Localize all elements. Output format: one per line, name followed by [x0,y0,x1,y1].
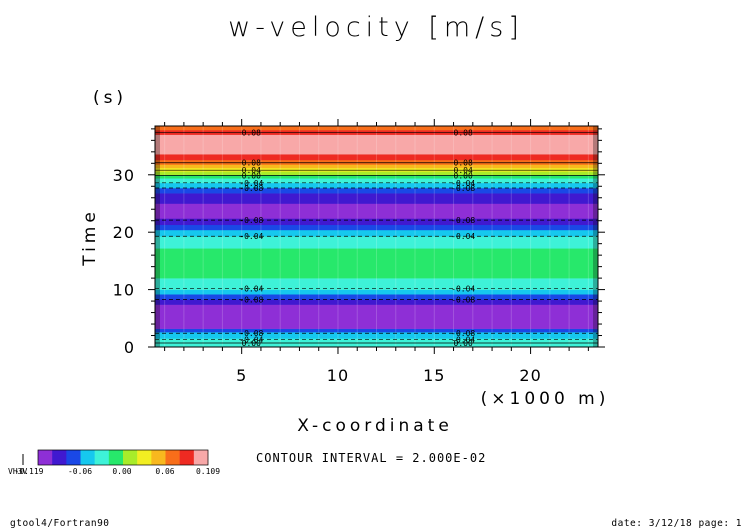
footer-right: date: 3/12/18 page: 1 [611,518,742,529]
y-axis-ticks: 0 10 20 30 [113,128,605,357]
contour-label: -0.08 [239,184,263,193]
contour-band [155,299,598,305]
colorbar-stray-text: VH3V [8,467,27,476]
contour-band [155,171,598,176]
contour-band [155,332,598,339]
contour-band [155,134,598,155]
contour-label: -0.08 [451,184,475,193]
x-tick-label: 5 [236,366,247,385]
contour-band [155,304,598,329]
colorbar-cell [80,450,95,465]
x-tick-label: 15 [423,366,445,385]
colorbar-label: 0.109 [196,467,220,476]
colorbar-label: 0.00 [112,467,131,476]
contour-band [155,218,598,226]
contour-band [155,154,598,161]
colorbar-cell [66,450,81,465]
colorbar-label: -0.06 [68,467,92,476]
y-tick-label: 10 [113,281,135,300]
x-tick-label: 10 [327,366,349,385]
colorbar-cell [38,450,53,465]
colorbar-frame [37,449,209,466]
contour-label: 0.08 [242,128,261,137]
colorbar-cell [108,450,124,465]
contour-label: 0.04 [242,166,261,175]
contour-band [155,289,598,295]
contour-band [155,328,598,333]
x-axis-ticks: 5 10 15 20 [164,119,589,385]
contour-label: 0.00 [454,171,473,180]
contour-label: -0.04 [239,284,263,293]
y-tick-label: 0 [124,338,135,357]
colorbar-label: 0.06 [155,467,174,476]
x-axis-unit: (×1000 m) [481,389,610,409]
contour-label: -0.08 [451,216,475,225]
y-axis-unit: (s) [93,88,127,108]
contour-label: -0.04 [239,179,263,188]
contour-band [155,174,598,179]
contour-label: -0.08 [451,329,475,338]
contour-label: 0.00 [454,339,473,348]
contour-label: -0.08 [239,295,263,304]
contour-label: -0.04 [451,232,475,241]
contour-band [155,248,598,279]
contour-label: 0.00 [242,339,261,348]
contour-label: 0.08 [454,128,473,137]
contour-label: -0.04 [451,284,475,293]
colorbar: -0.119 -0.06 0.00 0.06 0.109 [15,449,220,476]
chart-title: w-velocity [m/s] [228,12,524,43]
contour-band [155,182,598,189]
contour-label: 0.00 [242,171,261,180]
y-tick-label: 30 [113,166,135,185]
colorbar-cell [179,450,195,465]
colorbar-cell [94,450,110,465]
contour-label: -0.04 [239,336,263,345]
contour-label: 0.08 [454,159,473,168]
footer-left: gtool4/Fortran90 [10,518,110,529]
x-tick-label: 20 [519,366,541,385]
colorbar-cell [123,450,138,465]
contour-band [155,278,598,290]
colorbar-cell [137,450,152,465]
colorbar-cell [193,450,209,465]
contour-label: -0.08 [451,295,475,304]
contour-label: 0.08 [242,159,261,168]
contour-label: 0.04 [454,166,473,175]
contour-band [155,229,598,237]
contour-label: -0.08 [239,329,263,338]
colorbar-label: -0.119 [15,467,44,476]
contour-band [155,164,598,169]
contour-band [155,203,598,219]
contour-band [155,236,598,249]
contour-label: -0.04 [451,179,475,188]
contour-label: -0.04 [239,232,263,241]
contour-band [155,294,598,300]
y-tick-label: 20 [113,223,135,242]
colorbar-cell [165,450,180,465]
contour-label: -0.08 [239,216,263,225]
contour-fill-bands [155,126,598,348]
contour-interval-text: CONTOUR INTERVAL = 2.000E-02 [256,451,486,465]
y-axis-label: Time [80,208,100,267]
colorbar-cell [52,450,67,465]
x-axis-label: X-coordinate [297,416,453,436]
contour-band [155,178,598,184]
contour-band [155,193,598,204]
contour-band [155,159,598,165]
colorbar-cell [151,450,166,465]
edge-shade-right [593,126,598,347]
contour-band [155,187,598,194]
contour-band [155,167,598,172]
contour-band [155,224,598,231]
contour-lines: 0.00 0.00-0.04 -0.04-0.08 -0.08-0.08 -0.08-0… [155,128,598,348]
contour-band [155,126,598,131]
contour-label: -0.04 [451,336,475,345]
